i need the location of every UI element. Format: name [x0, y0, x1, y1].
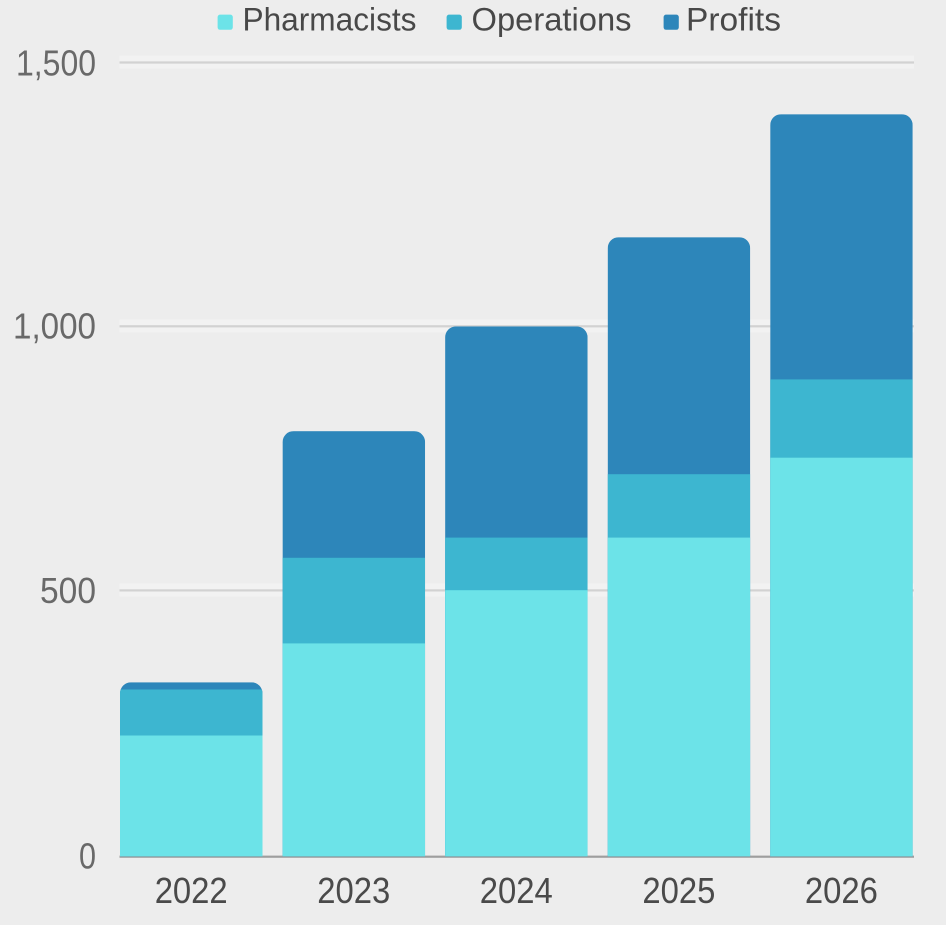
svg-text:2025: 2025 [642, 870, 715, 911]
svg-text:2024: 2024 [480, 870, 553, 911]
svg-text:2026: 2026 [805, 870, 878, 911]
svg-text:2022: 2022 [155, 870, 228, 911]
svg-text:500: 500 [40, 570, 96, 611]
svg-text:1,500: 1,500 [16, 43, 96, 84]
svg-text:Pharmacists: Pharmacists [243, 2, 417, 38]
svg-text:1,000: 1,000 [13, 306, 96, 347]
svg-text:Operations: Operations [472, 2, 632, 38]
svg-text:Profits: Profits [686, 2, 781, 38]
svg-text:0: 0 [79, 835, 96, 876]
svg-text:2023: 2023 [317, 870, 390, 911]
